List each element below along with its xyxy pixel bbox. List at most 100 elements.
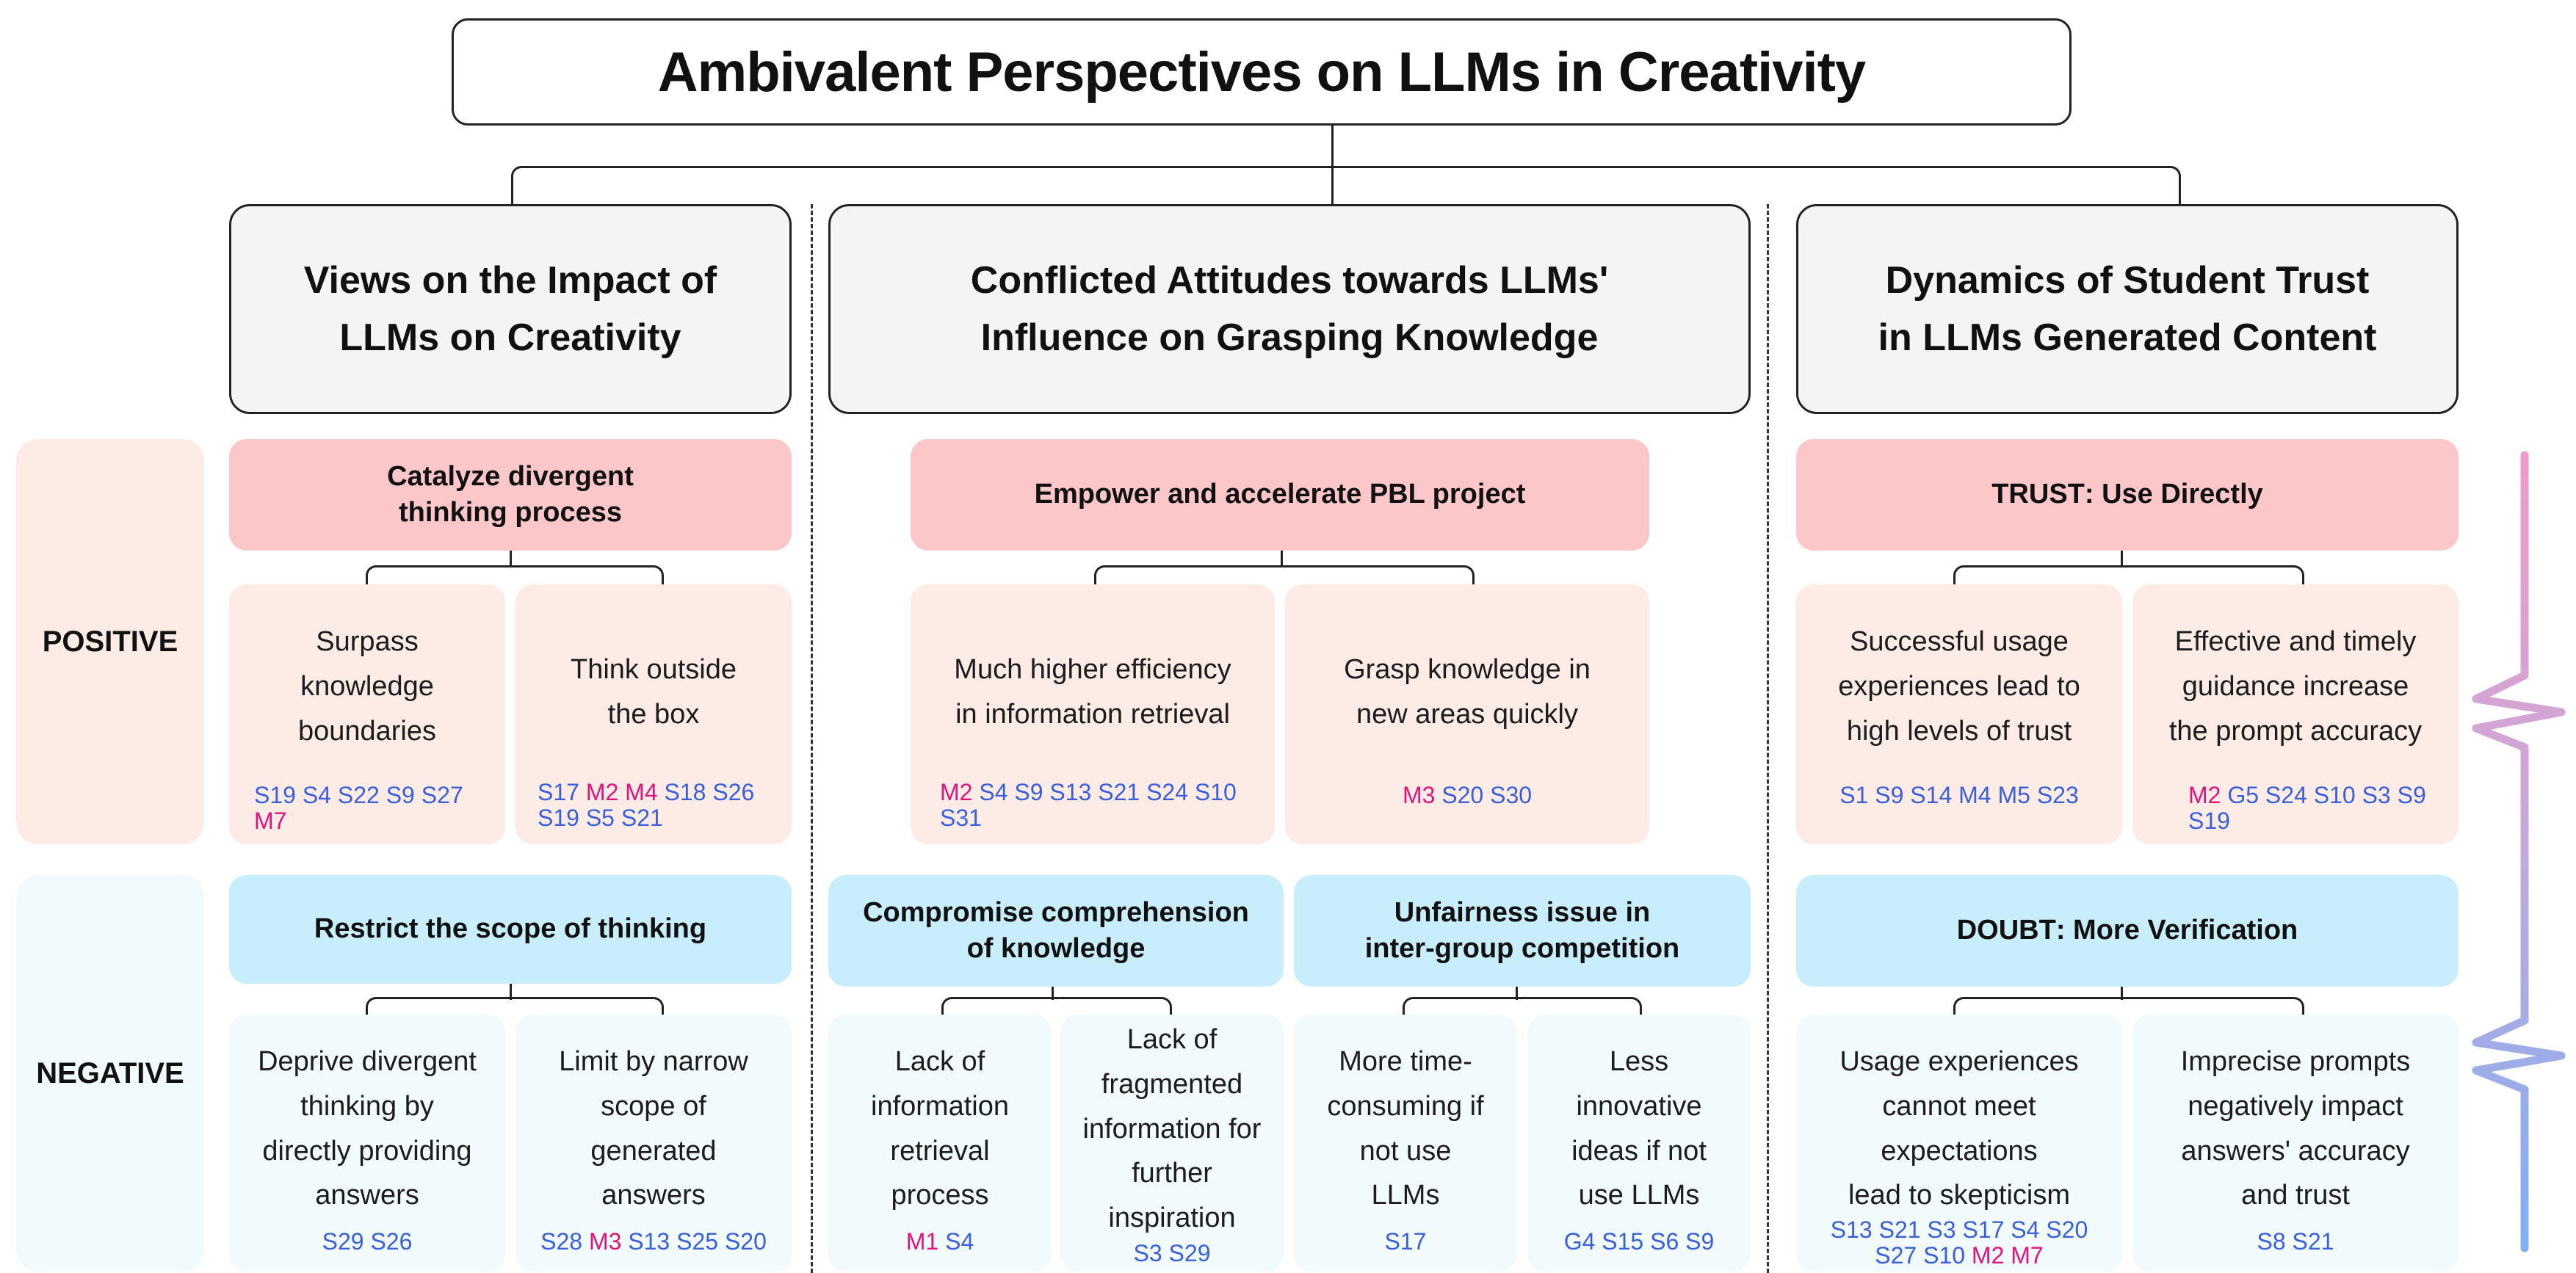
participant-refs: S17 M2 M4 S18 S26 S19 S5 S21: [515, 779, 792, 832]
participant-refs: M3 S20 S30: [1285, 782, 1649, 808]
participant-ref: G4: [1563, 1228, 1596, 1255]
category-line: : More Verification: [2055, 915, 2298, 946]
connector-bracket: [366, 565, 664, 587]
participant-ref: S31: [940, 805, 982, 832]
participant-ref: S27: [421, 782, 463, 808]
participant-ref: S9: [386, 782, 415, 808]
participant-ref: M7: [2011, 1242, 2044, 1269]
item-text-line: consuming if: [1327, 1090, 1484, 1122]
item-text-line: Usage experiences: [1839, 1046, 2079, 1077]
participant-ref: S3: [1927, 1216, 1956, 1243]
participant-ref: M2: [2188, 782, 2221, 808]
item-text-line: Lack of: [894, 1046, 985, 1077]
item-text-line: use LLMs: [1578, 1180, 1700, 1211]
item-text-line: further: [1132, 1158, 1212, 1189]
category-line: Restrict the scope of thinking: [314, 913, 707, 945]
item-text-line: scope of: [601, 1090, 706, 1122]
participant-ref: S21: [621, 805, 663, 832]
participant-ref: S15: [1602, 1228, 1644, 1255]
section-heading-trust: Dynamics of Student Trust in LLMs Generat…: [1796, 204, 2459, 414]
heading-line: in LLMs Generated Content: [1878, 316, 2377, 359]
item-text-line: experiences lead to: [1838, 670, 2080, 702]
connector-stem: [1516, 987, 1518, 1000]
item-text-line: Grasp knowledge in: [1344, 654, 1591, 685]
item-text-line: Much higher efficiency: [954, 654, 1231, 685]
item-text-line: answers' accuracy: [2181, 1135, 2410, 1167]
item-text-line: knowledge: [300, 670, 434, 702]
participant-ref: S13: [1049, 779, 1092, 805]
participant-ref: S9: [1875, 782, 1904, 808]
heading-line: Dynamics of Student Trust: [1885, 259, 2370, 302]
participant-ref: S20: [1441, 782, 1484, 808]
participant-ref: S8: [2257, 1228, 2286, 1255]
participant-ref: M4: [1958, 782, 1991, 808]
participant-ref: S26: [712, 779, 755, 805]
connector-bracket: [366, 997, 664, 1019]
item-text-line: inspiration: [1108, 1203, 1236, 1234]
section-heading-creativity: Views on the Impact of LLMs on Creativity: [229, 204, 792, 414]
participant-ref: S1: [1839, 782, 1869, 808]
participant-ref: S17: [1962, 1216, 2005, 1243]
item-text-line: ideas if not: [1571, 1135, 1707, 1167]
section-divider-1: [811, 204, 813, 1273]
participant-ref: S10: [1923, 1242, 1966, 1269]
participant-ref: S9: [1685, 1228, 1715, 1255]
category-line: Catalyze divergent: [387, 460, 634, 492]
participant-ref: M7: [254, 808, 287, 835]
participant-ref: M3: [588, 1228, 622, 1255]
participant-refs: M1 S4: [828, 1228, 1052, 1255]
item-text-line: fragmented: [1101, 1068, 1243, 1100]
connector-stem: [510, 984, 512, 1000]
item-text-line: information: [871, 1090, 1009, 1122]
negative-row-bg: [16, 875, 204, 1272]
item-usage-skepticism: Usage experiences cannot meet expectations…: [1796, 1015, 2122, 1272]
participant-ref: S21: [1098, 779, 1140, 805]
item-text-line: LLMs: [1371, 1180, 1440, 1211]
item-text-line: answers: [315, 1180, 419, 1211]
title-stem: [1331, 126, 1334, 167]
participant-ref: S21: [1878, 1216, 1921, 1243]
participant-ref: S4: [945, 1228, 974, 1255]
item-text-line: Successful usage: [1850, 626, 2069, 657]
participant-ref: S17: [538, 779, 579, 805]
negative-row-label: NEGATIVE: [36, 1056, 184, 1089]
positive-row-bg: [16, 439, 204, 844]
category-keyword: TRUST: [1991, 479, 2085, 510]
participant-refs: S28 M3 S13 S25 S20: [515, 1228, 792, 1255]
category-catalyze-divergent-thinking: Catalyze divergent thinking process: [229, 439, 792, 551]
participant-ref: S18: [664, 779, 706, 805]
participant-ref: S13: [628, 1228, 670, 1255]
title-bracket: [511, 166, 2181, 206]
participant-ref: M3: [1402, 782, 1436, 808]
item-higher-efficiency-retrieval: Much higher efficiency in information ret…: [911, 584, 1275, 844]
participant-ref: S4: [302, 782, 331, 808]
item-text-line: answers: [601, 1180, 706, 1211]
participant-ref: S20: [724, 1228, 767, 1255]
item-text-line: Effective and timely: [2174, 626, 2417, 657]
item-text-line: process: [891, 1180, 989, 1211]
item-text-line: the prompt accuracy: [2168, 715, 2423, 747]
participant-ref: S28: [540, 1228, 583, 1255]
participant-ref: S19: [254, 782, 296, 808]
item-text-line: and trust: [2241, 1180, 2350, 1211]
participant-ref: M2: [585, 779, 619, 805]
participant-refs: S8 S21: [2132, 1228, 2459, 1255]
item-text-line: Less: [1609, 1046, 1669, 1077]
participant-ref: S17: [1384, 1228, 1427, 1255]
participant-ref: S24: [1146, 779, 1188, 805]
category-line: inter-group competition: [1364, 933, 1680, 964]
category-unfairness-competition: Unfairness issue in inter-group competiti…: [1294, 875, 1751, 987]
item-text-line: not use: [1359, 1135, 1452, 1167]
participant-ref: S24: [2265, 782, 2307, 808]
item-successful-usage-trust: Successful usage experiences lead to high …: [1796, 584, 2122, 844]
item-text-line: Deprive divergent: [258, 1046, 477, 1077]
heading-line: Influence on Grasping Knowledge: [980, 316, 1599, 359]
connector-stem: [1052, 987, 1054, 1000]
connector-bracket: [1403, 997, 1642, 1019]
connector-stem: [1281, 551, 1283, 567]
diagram-title-text: Ambivalent Perspectives on LLMs in Creat…: [657, 40, 1866, 104]
category-trust-use-directly: TRUST: Use Directly: [1796, 439, 2459, 551]
category-line: Unfairness issue in: [1394, 896, 1651, 928]
connector-bracket: [1953, 997, 2304, 1019]
participant-ref: S10: [1194, 779, 1237, 805]
